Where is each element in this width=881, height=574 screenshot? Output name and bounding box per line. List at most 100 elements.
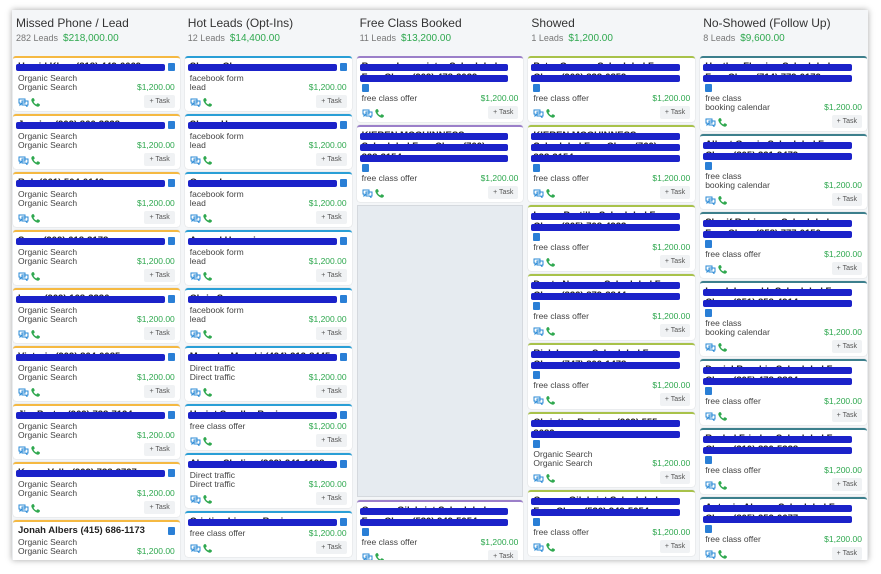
contact-icons[interactable]: [533, 257, 557, 267]
lead-card[interactable]: Cristian Lizama Boxingfree class offer $1…: [184, 511, 352, 557]
add-task-button[interactable]: + Task: [488, 186, 519, 199]
add-task-button[interactable]: + Task: [831, 193, 862, 206]
lead-card[interactable]: Albert Garcia Scheduled Free Class (805)…: [700, 134, 867, 209]
lead-card[interactable]: Carson Gilchrist Scheduled Free Class (5…: [356, 500, 524, 561]
lead-card[interactable]: Jim Porter (909) 738-7124Organic SearchO…: [13, 404, 180, 459]
lead-card[interactable]: Igor Iskusnykh Scheduled Free Class (951…: [700, 281, 867, 356]
add-task-button[interactable]: + Task: [316, 541, 347, 554]
contact-icons[interactable]: [18, 329, 42, 339]
lead-card[interactable]: Peter Consos Scheduled Free Class (909) …: [528, 56, 696, 122]
add-task-button[interactable]: + Task: [659, 106, 691, 119]
add-task-button[interactable]: + Task: [144, 211, 175, 224]
contact-icons[interactable]: [362, 552, 386, 561]
add-task-button[interactable]: + Task: [659, 324, 691, 337]
add-task-button[interactable]: + Task: [144, 327, 175, 340]
add-task-button[interactable]: + Task: [488, 106, 519, 119]
add-task-button[interactable]: + Task: [316, 327, 347, 340]
lead-card[interactable]: Hamid Khan (818) 449-6669Organic SearchO…: [13, 56, 180, 111]
lead-card[interactable]: Mamuka Mesabi (424) 212-8445Direct traff…: [184, 346, 352, 401]
contact-icons[interactable]: [190, 436, 214, 446]
add-task-button[interactable]: + Task: [831, 262, 862, 275]
add-task-button[interactable]: + Task: [659, 471, 691, 484]
lead-card[interactable]: Harjot Sandhu Boxingfree class offer $1,2…: [184, 404, 352, 450]
add-task-button[interactable]: + Task: [144, 443, 175, 456]
add-task-button[interactable]: + Task: [316, 492, 347, 505]
contact-icons[interactable]: [190, 97, 214, 107]
lead-card[interactable]: Isaac (909) 168-3336Organic SearchOrgani…: [13, 288, 180, 343]
contact-icons[interactable]: [190, 155, 214, 165]
add-task-button[interactable]: + Task: [144, 385, 175, 398]
contact-icons[interactable]: [533, 395, 557, 405]
contact-icons[interactable]: [190, 494, 214, 504]
contact-icons[interactable]: [705, 480, 729, 490]
lead-card[interactable]: Antonio Alonso Scheduled Free Class (805…: [700, 497, 867, 560]
lead-card[interactable]: Sean (909) 618-3178Organic SearchOrganic…: [13, 230, 180, 285]
add-task-button[interactable]: + Task: [316, 95, 347, 108]
add-task-button[interactable]: + Task: [659, 393, 691, 406]
contact-icons[interactable]: [190, 543, 214, 553]
contact-icons[interactable]: [18, 155, 42, 165]
lead-card[interactable]: Rob (661) 504-0142Organic SearchOrganic …: [13, 172, 180, 227]
contact-icons[interactable]: [18, 271, 42, 281]
lead-card[interactable]: Jonah Albers (415) 686-1173 Organic Searc…: [13, 520, 180, 560]
contact-icons[interactable]: [705, 195, 729, 205]
contact-icons[interactable]: [18, 445, 42, 455]
contact-icons[interactable]: [190, 329, 214, 339]
add-task-button[interactable]: + Task: [659, 255, 691, 268]
contact-icons[interactable]: [533, 108, 557, 118]
contact-icons[interactable]: [533, 326, 557, 336]
lead-card[interactable]: Victoria (909) 864-0085Organic SearchOrg…: [13, 346, 180, 401]
contact-icons[interactable]: [190, 213, 214, 223]
add-task-button[interactable]: + Task: [831, 547, 862, 560]
add-task-button[interactable]: + Task: [144, 269, 175, 282]
contact-icons[interactable]: [705, 264, 729, 274]
lead-card[interactable]: Brenae Lesmeister Scheduled Free Class (…: [356, 56, 524, 122]
lead-card[interactable]: Lucas Portillo Scheduled Free Class (805…: [528, 205, 696, 271]
add-task-button[interactable]: + Task: [488, 550, 519, 560]
contact-icons[interactable]: [18, 97, 42, 107]
lead-card[interactable]: Sherif Robinson Scheduled Free Class (85…: [700, 212, 867, 278]
add-task-button[interactable]: + Task: [144, 501, 175, 514]
lead-card[interactable]: Christina Ramirez (909) 555-8682 Organic …: [528, 412, 696, 487]
lead-card[interactable]: Daniel Becchio Scheduled Free Class (805…: [700, 359, 867, 425]
lead-card[interactable]: Alyssa Sheling (909) 241-1198Direct traf…: [184, 453, 352, 508]
add-task-button[interactable]: + Task: [316, 434, 347, 447]
add-task-button[interactable]: + Task: [144, 153, 175, 166]
contact-icons[interactable]: [190, 387, 214, 397]
add-task-button[interactable]: + Task: [144, 559, 175, 560]
contact-icons[interactable]: [705, 549, 729, 559]
contact-icons[interactable]: [533, 542, 557, 552]
add-task-button[interactable]: + Task: [831, 340, 862, 353]
add-task-button[interactable]: + Task: [316, 385, 347, 398]
contact-icons[interactable]: [362, 108, 386, 118]
lead-card[interactable]: Karen Valle (909) 738-3727Organic Search…: [13, 462, 180, 517]
lead-card[interactable]: Rick Lozano Scheduled Free Class (747) 8…: [528, 343, 696, 409]
add-task-button[interactable]: + Task: [831, 478, 862, 491]
add-task-button[interactable]: + Task: [316, 153, 347, 166]
contact-icons[interactable]: [705, 411, 729, 421]
contact-icons[interactable]: [18, 387, 42, 397]
lead-card[interactable]: KIEREN MCGUINNESS Scheduled Free Class (…: [528, 125, 696, 202]
contact-icons[interactable]: [705, 117, 729, 127]
add-task-button[interactable]: + Task: [659, 540, 691, 553]
lead-card[interactable]: Carson Gilchrist Scheduled Free Class (5…: [528, 490, 696, 556]
lead-card[interactable]: Rachel Frieden Scheduled Free Class (310…: [700, 428, 867, 494]
add-task-button[interactable]: + Task: [659, 186, 691, 199]
add-task-button[interactable]: + Task: [144, 95, 175, 108]
add-task-button[interactable]: + Task: [831, 409, 862, 422]
contact-icons[interactable]: [362, 188, 386, 198]
contact-icons[interactable]: [18, 503, 42, 513]
lead-card[interactable]: Heather Fleming Scheduled Free Class (71…: [700, 56, 867, 131]
contact-icons[interactable]: [705, 342, 729, 352]
contact-icons[interactable]: [190, 271, 214, 281]
add-task-button[interactable]: + Task: [316, 269, 347, 282]
lead-card[interactable]: Jessica (909) 866-3338Organic SearchOrga…: [13, 114, 180, 169]
lead-card[interactable]: Dante Newman Scheduled Free Class (832) …: [528, 274, 696, 340]
add-task-button[interactable]: + Task: [316, 211, 347, 224]
contact-icons[interactable]: [18, 213, 42, 223]
